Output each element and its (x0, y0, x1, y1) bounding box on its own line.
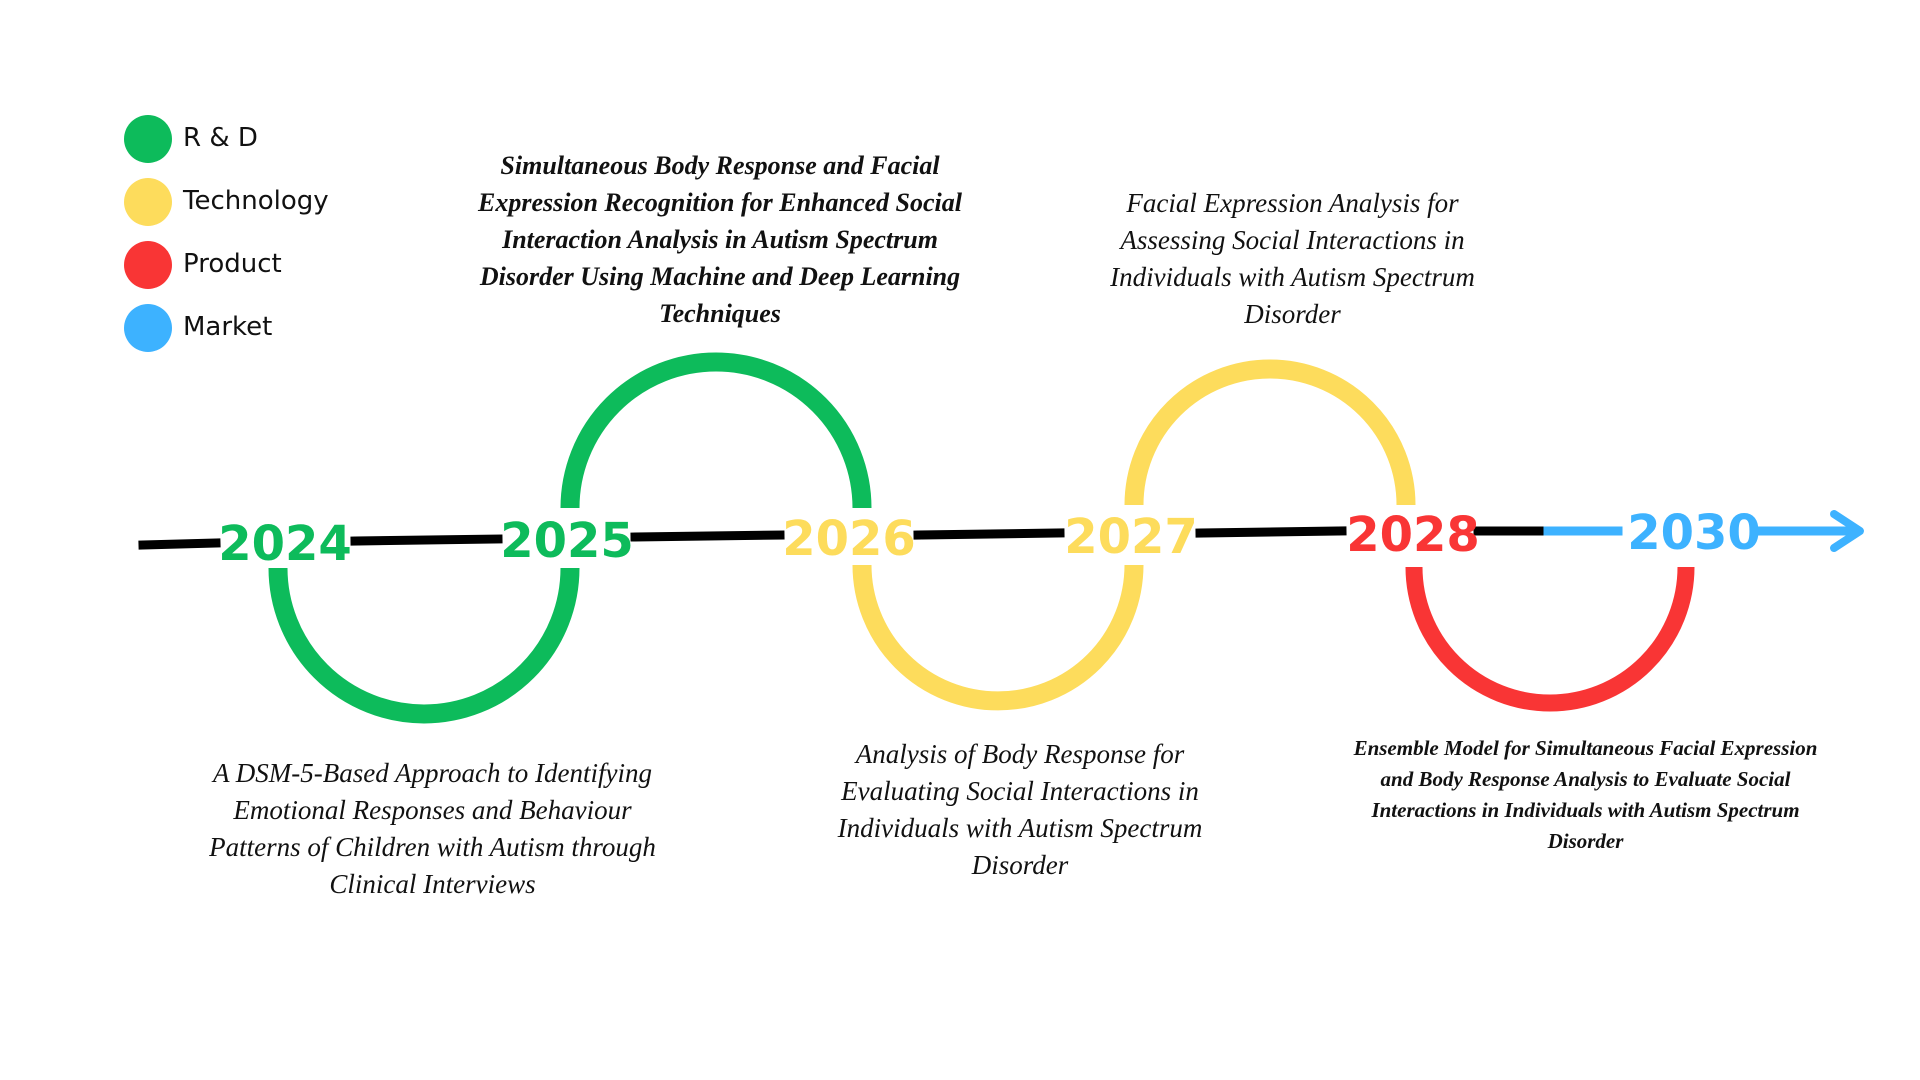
legend-label-rnd: R & D (183, 123, 258, 153)
milestone-caption: Analysis of Body Response for Evaluating… (837, 739, 1203, 880)
year-label-2026: 2026 (782, 511, 916, 567)
legend-swatch-market (124, 304, 172, 352)
year-label-2027: 2027 (1064, 509, 1198, 565)
legend-swatch-technology (124, 178, 172, 226)
timeline-line (138, 510, 1864, 552)
milestone-caption: Ensemble Model for Simultaneous Facial E… (1353, 736, 1818, 853)
legend-label-market: Market (183, 312, 273, 342)
milestone-caption: A DSM-5-Based Approach to Identifying Em… (209, 758, 656, 899)
timeline-arrow-head-icon (1830, 510, 1864, 552)
timeline-segment (1195, 526, 1347, 538)
legend-label-technology: Technology (183, 186, 329, 216)
arc-2028-2030 (1405, 566, 1695, 712)
timeline-segment (138, 538, 221, 550)
timeline-segment (350, 534, 503, 546)
year-label-2024: 2024 (218, 516, 352, 572)
milestone-caption: Simultaneous Body Response and Facial Ex… (478, 151, 962, 328)
year-label-2025: 2025 (500, 513, 634, 569)
timeline-segment (913, 528, 1065, 540)
arc-2026-2027 (852, 564, 1144, 711)
arc-2027-2028 (1124, 359, 1416, 506)
legend-label-product: Product (183, 249, 282, 279)
legend-swatch-rnd (124, 115, 172, 163)
arc-2024-2025 (268, 567, 580, 724)
milestone-caption: Facial Expression Analysis for Assessing… (1110, 188, 1475, 329)
legend-swatch-product (124, 241, 172, 289)
timeline-segment (630, 530, 785, 542)
arc-2025-2026 (560, 352, 872, 509)
year-label-2030: 2030 (1627, 505, 1761, 561)
year-label-2028: 2028 (1346, 507, 1480, 563)
